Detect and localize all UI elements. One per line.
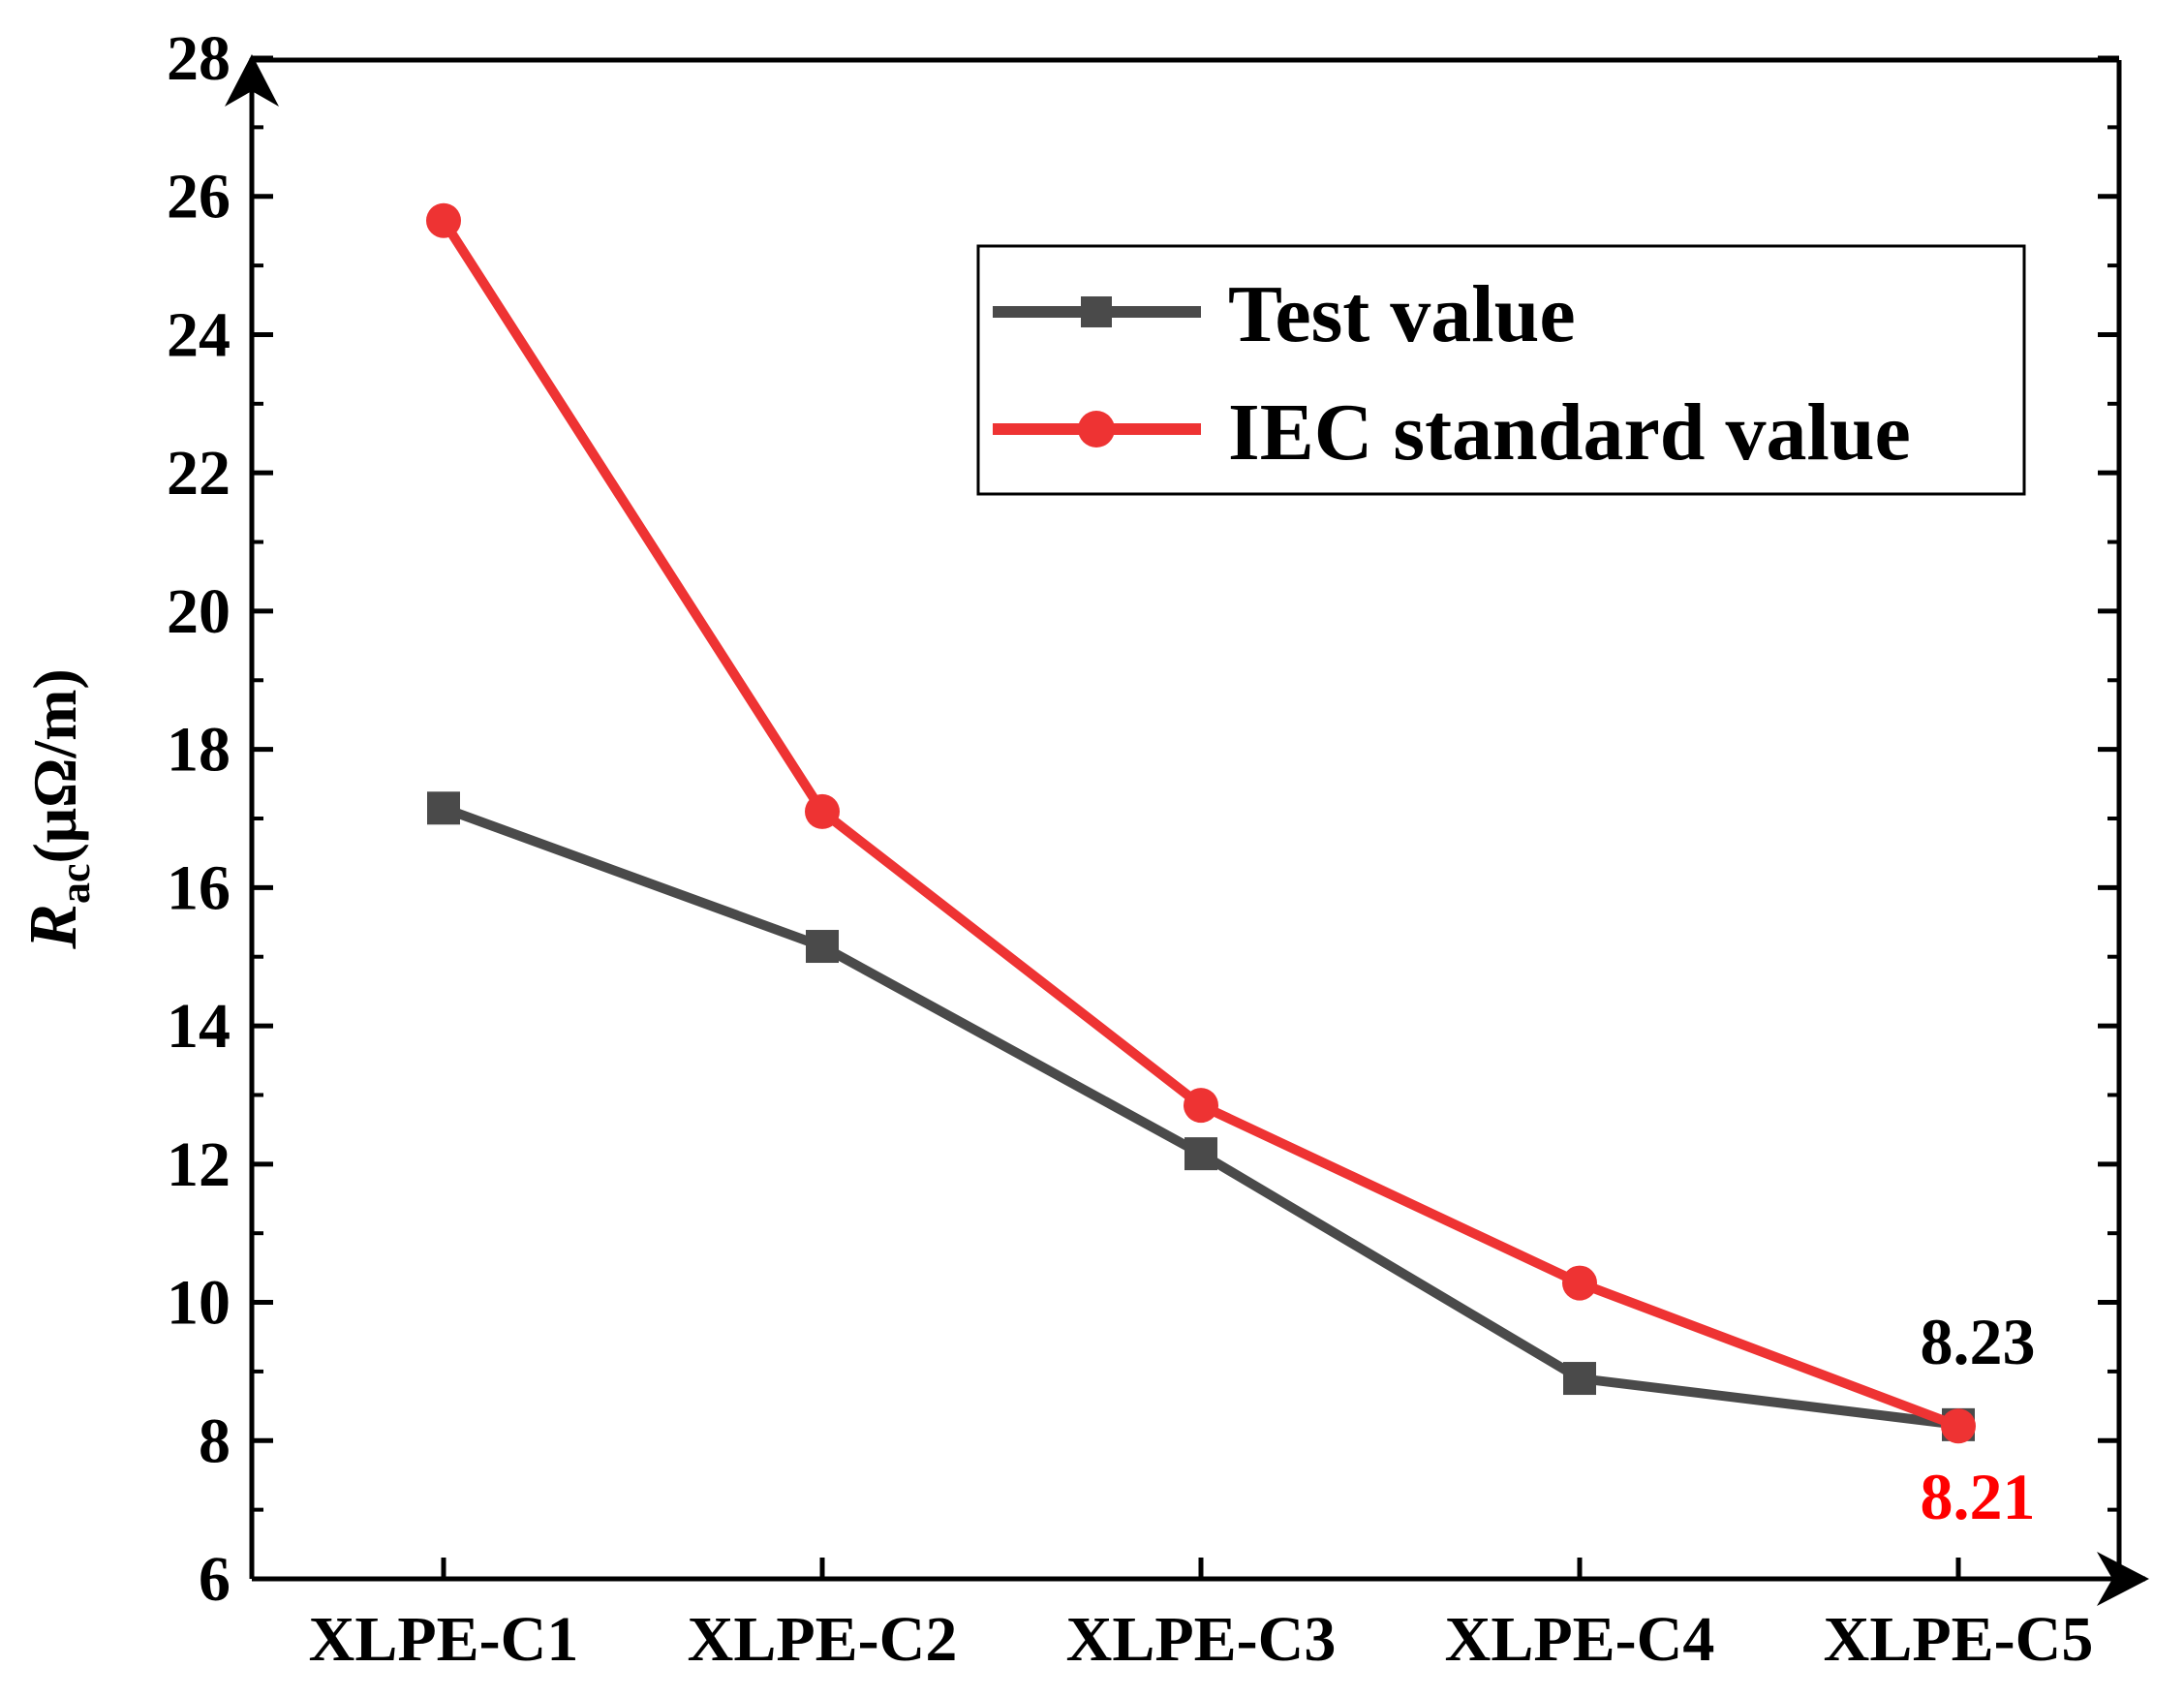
annotation-test-c5: 8.23 [1921,1305,2036,1378]
legend-box [976,244,2026,496]
y-tick-label: 14 [167,991,231,1062]
data-point [1563,1362,1596,1396]
y-tick-label: 16 [167,852,231,923]
data-point [806,930,839,964]
x-tick-label: XLPE-C1 [309,1604,579,1675]
data-point [1184,1088,1218,1124]
y-tick-label: 12 [167,1129,231,1200]
y-tick-label: 24 [167,299,231,370]
y-tick-label: 8 [199,1405,231,1476]
data-point [1941,1408,1976,1444]
x-axis-arrow [2097,1552,2149,1606]
legend-marker-test [1081,296,1112,327]
y-tick-label: 20 [167,576,231,647]
data-point [426,202,461,238]
annotation-iec-c5: 8.21 [1921,1460,2036,1533]
y-axis-label-main: R [16,904,91,950]
y-tick-label: 18 [167,715,231,786]
y-axis-arrow [225,54,279,107]
y-axis-label: Rac(μΩ/m) [16,668,99,949]
legend-marker-iec [1078,411,1115,448]
y-tick-label: 26 [167,162,231,232]
data-point [1184,1137,1217,1171]
legend-label-iec: IEC standard value [1228,387,1911,478]
y-axis-label-sub: ac [51,864,99,905]
y-tick-label: 6 [199,1544,231,1615]
x-tick-label: XLPE-C4 [1445,1604,1715,1675]
annotations: 8.23 8.21 [1921,1305,2036,1533]
y-tick-label: 28 [167,23,231,94]
y-tick-label: 22 [167,438,231,509]
legend-label-test: Test value [1228,269,1576,359]
svg-text:Rac(μΩ/m): Rac(μΩ/m) [16,668,99,949]
y-tick-label: 10 [167,1268,231,1339]
axes: 6 8 10 12 14 16 18 20 22 24 26 28 XLPE-C1 XLPE-C2 XLPE… [167,23,2149,1675]
y-axis-label-unit: (μΩ/m) [20,668,89,863]
data-point [427,791,460,825]
x-tick-label: XLPE-C2 [688,1604,958,1675]
series-iec-standard-value [426,202,1976,1444]
x-tick-label: XLPE-C5 [1824,1604,2094,1675]
series-layer [426,202,1976,1444]
x-tick-label: XLPE-C3 [1066,1604,1337,1675]
data-point [805,793,840,829]
data-point [1562,1265,1597,1301]
legend: Test value IEC standard value [976,244,2026,496]
